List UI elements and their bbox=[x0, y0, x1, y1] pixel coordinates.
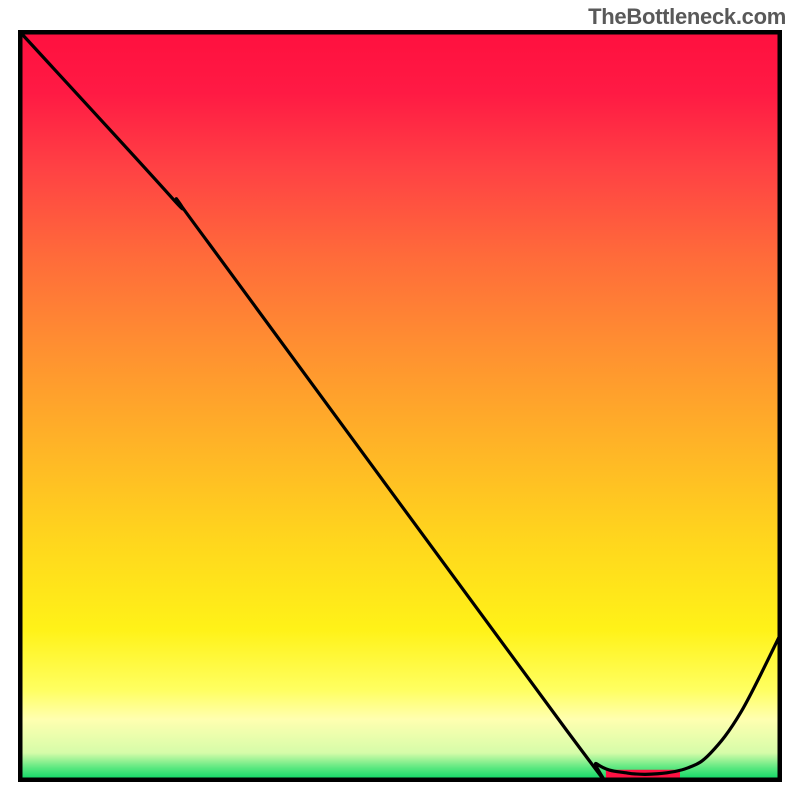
plot-area: GTX 1060 6G bbox=[18, 30, 782, 782]
plot-svg: GTX 1060 6G bbox=[18, 30, 782, 782]
watermark-text: TheBottleneck.com bbox=[588, 4, 786, 30]
gradient-fill bbox=[21, 33, 779, 779]
chart-container: { "watermark": { "text": "TheBottleneck.… bbox=[0, 0, 800, 800]
